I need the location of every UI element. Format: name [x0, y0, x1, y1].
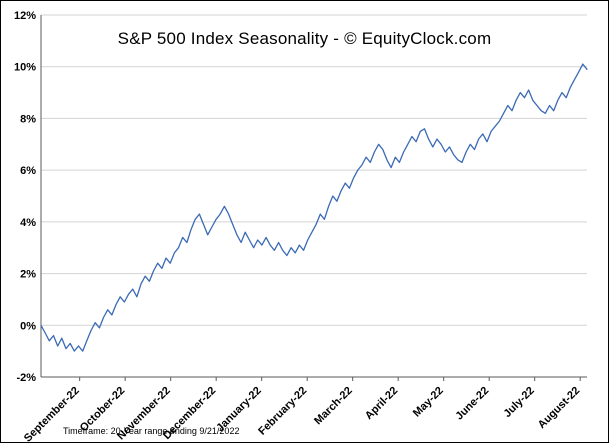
seasonality-line-series: [40, 63, 588, 352]
y-axis-tick-label: 0%: [20, 320, 36, 332]
x-axis-tick-label: July-22: [501, 385, 536, 420]
x-axis-tick-label: May-22: [411, 385, 446, 420]
y-axis-tick-label: 8%: [20, 113, 36, 125]
x-axis-tick-label: March-22: [312, 385, 355, 428]
y-axis-tick-label: -2%: [16, 372, 36, 384]
chart-title: S&P 500 Index Seasonality - © EquityCloc…: [117, 29, 492, 48]
x-axis-tick-label: April-22: [363, 385, 400, 422]
x-axis-tick-label: August-22: [536, 385, 583, 432]
y-axis-tick-label: 2%: [20, 269, 36, 281]
y-axis-tick-label: 10%: [14, 62, 36, 74]
y-axis-tick-label: 6%: [20, 165, 36, 177]
x-axis-tick-label: June-22: [453, 385, 491, 423]
y-axis-tick-label: 12%: [14, 10, 36, 22]
x-axis-tick-label: February-22: [256, 385, 309, 438]
timeframe-note: Timeframe: 20-Year range ending 9/21/202…: [63, 426, 240, 436]
y-axis-tick-label: 4%: [20, 217, 36, 229]
